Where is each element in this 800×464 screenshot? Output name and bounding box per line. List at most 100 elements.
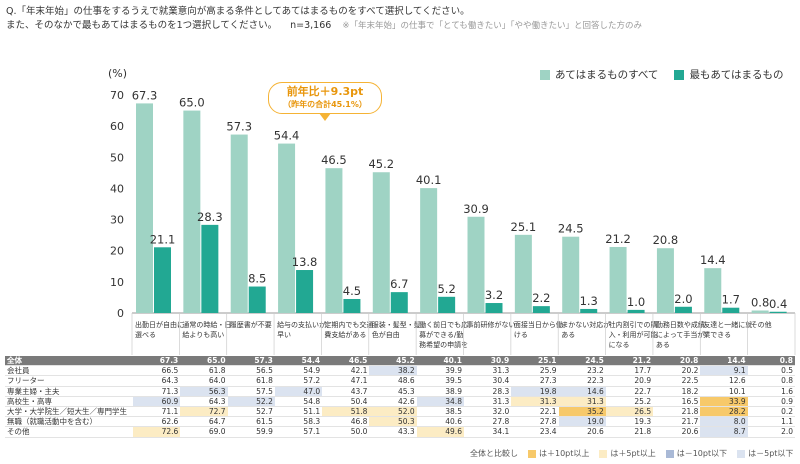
table-cell: 51.1	[274, 406, 323, 418]
bar-most	[580, 308, 598, 313]
table-cell: 40.6	[416, 416, 464, 428]
table-cell: 39.9	[416, 365, 464, 377]
question-note: ※「年末年始」の仕事で「とても働きたい」「やや働きたい」と回答した方のみ	[342, 21, 643, 31]
table-cell: 28.3	[463, 386, 512, 397]
y-tick-label: 40	[110, 182, 124, 195]
category-label-line: 通常の時給・日	[182, 320, 231, 329]
table-cell: 64.3	[133, 375, 181, 387]
bar-all	[514, 234, 532, 313]
category-label: 社内割引での購入・利用が可能になる	[609, 320, 658, 349]
table-cell: 52.7	[227, 406, 275, 418]
table-cell: 67.3	[133, 356, 181, 367]
row-label: フリーター	[5, 375, 133, 387]
table-cell: 40.1	[416, 356, 464, 367]
bar-all	[183, 110, 201, 313]
swatch-plus5	[599, 449, 608, 458]
swatch-minus10	[665, 449, 674, 458]
table-cell: 31.3	[558, 396, 606, 408]
bar-all	[609, 246, 627, 313]
table-cell: 57.1	[274, 426, 323, 438]
bar-all	[372, 172, 390, 313]
data-label: 1.0	[627, 295, 645, 309]
bar-most	[154, 247, 171, 313]
table-cell: 0.8	[747, 356, 795, 367]
table-cell: 47.0	[274, 386, 323, 397]
bar-all	[230, 134, 248, 313]
table-cell: 20.2	[653, 365, 701, 377]
table-cell: 50.0	[322, 426, 370, 438]
row-label: その他	[5, 426, 133, 438]
table-cell: 56.5	[227, 365, 275, 377]
table-cell: 21.8	[605, 426, 654, 438]
category-label-line: 色が自由	[372, 330, 400, 339]
category-label-line: 入・利用が可能	[609, 330, 658, 339]
legend-label-all: あてはまるものすべて	[555, 69, 659, 81]
table-cell: 23.2	[558, 365, 606, 377]
legend-item-most: 最もあてはまるもの	[674, 67, 784, 82]
category-label-line: 募ができる/勤	[419, 330, 463, 339]
row-label: 会社員	[5, 365, 133, 377]
table-cell: 72.7	[180, 406, 228, 418]
table-cell: 31.3	[463, 365, 512, 377]
table-cell: 54.4	[274, 356, 323, 367]
table-cell: 23.4	[511, 426, 559, 438]
breakdown-table: 全体 67.3 65.0 57.3 54.4 46.5 45.2 40.1 30.9 25.1 24…	[5, 356, 795, 438]
table-cell: 64.0	[180, 375, 228, 387]
data-label: 6.7	[390, 277, 408, 291]
table-cell: 25.2	[605, 396, 654, 408]
bar-most	[343, 298, 361, 313]
table-cell: 48.6	[369, 375, 417, 387]
table-row: 高校生・高専 60.9 64.3 52.2 54.8 50.4 42.6 34.8 31.3 31…	[5, 396, 795, 408]
table-cell: 38.9	[416, 386, 464, 397]
category-label: 友達と一緒に就業できる	[703, 320, 752, 339]
category-label-line: によって手当が	[656, 330, 704, 339]
data-label: 21.1	[150, 232, 176, 246]
table-cell: 57.3	[227, 356, 275, 367]
data-label: 30.9	[463, 202, 489, 216]
bar-all	[278, 143, 296, 313]
category-label-line: ある	[561, 331, 575, 339]
category-label: 出勤日が自由に選べる	[135, 320, 184, 339]
category-label: その他	[751, 320, 772, 329]
question-line-2-text: また、そのなかで最もあてはまるものを1つ選択してください。	[6, 20, 278, 31]
label-plus10: は＋10pt以上	[539, 449, 590, 458]
category-label-line: 選べる	[135, 330, 156, 339]
table-legend-item-minus5: は－5pt以下	[737, 448, 793, 459]
bar-chart: (%) 0 10 20 30 40 50 60 70 67.3 21.1 出勤日が自由に選べる 65.0…	[108, 67, 796, 355]
table-cell: 69.0	[180, 426, 228, 438]
data-label: 67.3	[132, 88, 158, 102]
category-label-line: 社内割引での購	[609, 320, 658, 329]
table-cell: 45.3	[369, 386, 417, 397]
data-label: 13.8	[292, 255, 318, 269]
table-cell: 25.9	[511, 365, 559, 377]
callout-sub-text: （昨年の合計45.1%）	[283, 100, 367, 109]
table-cell: 38.2	[369, 365, 417, 377]
category-label: まかない対応がある	[561, 320, 610, 339]
table-cell: 17.7	[605, 365, 654, 377]
bar-all	[751, 310, 769, 313]
callout-tail	[319, 113, 331, 121]
category-label-line: 友達と一緒に就	[703, 320, 752, 329]
y-axis-label: (%)	[108, 67, 127, 80]
y-tick-label: 60	[110, 120, 124, 133]
table-cell: 30.9	[463, 356, 512, 367]
table-cell: 27.8	[511, 416, 559, 428]
table-cell: 34.1	[463, 426, 512, 438]
table-cell: 20.9	[605, 375, 654, 387]
bar-all	[420, 188, 438, 313]
table-cell: 20.6	[653, 426, 701, 438]
table-cell: 12.6	[700, 375, 748, 387]
table-cell: 52.0	[369, 406, 417, 418]
bar-most	[201, 224, 219, 313]
table-row: 大学・大学院生／短大生／専門学生 71.1 72.7 52.7 51.1 51.8 52.0…	[5, 406, 795, 418]
table-cell: 38.5	[416, 406, 464, 418]
table-cell: 61.5	[227, 416, 275, 428]
category-label: 定期内でも交通費支給がある	[324, 320, 373, 339]
table-cell: 28.2	[700, 406, 748, 418]
category-label: 勤務日数や成績によって手当がある	[656, 320, 705, 349]
data-label: 65.0	[179, 96, 205, 110]
category-label-line: 給与の支払いが	[277, 320, 326, 329]
category-label-line: 働く前日でも応	[419, 320, 468, 329]
table-cell: 22.7	[605, 386, 654, 397]
category-label-line: その他	[751, 320, 772, 329]
